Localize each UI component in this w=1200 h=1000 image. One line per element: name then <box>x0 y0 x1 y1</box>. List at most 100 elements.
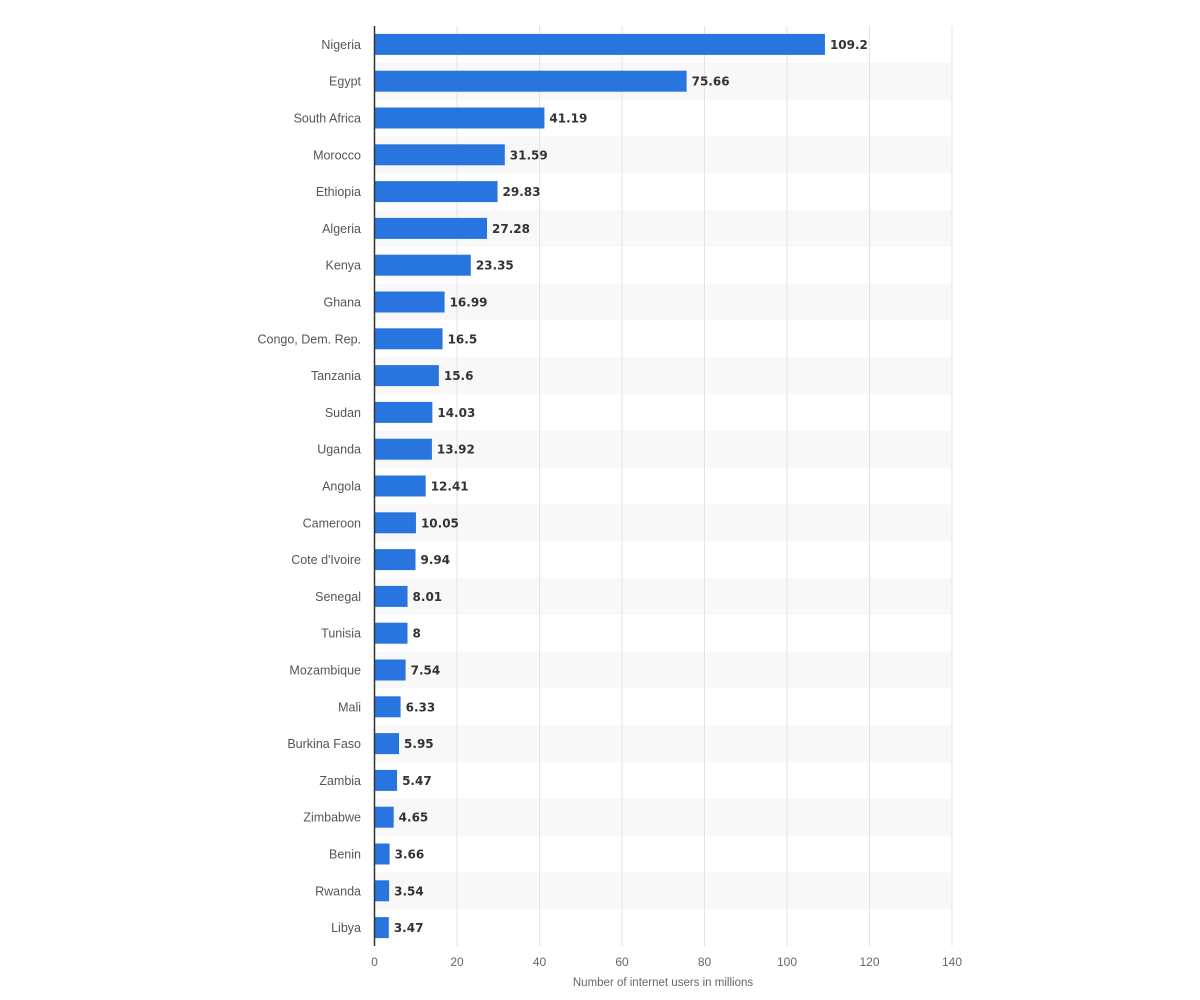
bar <box>374 291 445 313</box>
bar <box>374 181 498 203</box>
category-labels: Nigeria Egypt South Africa Morocco Ethiopia A… <box>257 38 361 935</box>
category-label: Ethiopia <box>316 185 361 199</box>
category-label: Benin <box>329 848 361 862</box>
value-label: 14.03 <box>437 406 475 420</box>
value-label: 8 <box>413 627 421 641</box>
category-label: Nigeria <box>321 38 361 52</box>
bar <box>374 843 390 865</box>
bar <box>374 107 545 129</box>
row-band <box>374 357 952 394</box>
bar <box>374 144 505 166</box>
bar <box>374 254 471 276</box>
bar <box>374 733 400 755</box>
row-bands <box>374 62 952 910</box>
value-label: 7.54 <box>411 664 441 678</box>
category-label: Cameroon <box>303 516 361 530</box>
row-band <box>374 651 952 689</box>
x-tick-label: 0 <box>371 955 378 969</box>
bar <box>374 696 401 718</box>
value-label: 15.6 <box>444 369 474 383</box>
bar <box>374 33 825 55</box>
value-label: 5.47 <box>402 774 432 788</box>
value-label: 12.41 <box>431 480 469 494</box>
x-axis-title: Number of internet users in millions <box>573 977 753 989</box>
category-label: Mali <box>338 700 361 714</box>
value-label: 3.54 <box>394 884 424 898</box>
row-band <box>374 283 952 321</box>
bar <box>374 769 398 791</box>
bar <box>374 917 389 939</box>
value-label: 3.47 <box>394 921 424 935</box>
x-tick-label: 80 <box>698 955 712 969</box>
row-band <box>374 430 952 468</box>
bar <box>374 622 408 644</box>
category-label: Ghana <box>323 296 361 310</box>
category-label: Algeria <box>322 222 361 236</box>
value-label: 29.83 <box>503 185 541 199</box>
bar <box>374 217 488 239</box>
category-label: South Africa <box>294 112 361 126</box>
value-label: 16.99 <box>450 296 488 310</box>
category-label: Egypt <box>329 75 361 89</box>
row-band <box>374 504 952 542</box>
category-label: Sudan <box>325 406 361 420</box>
x-tick-label: 60 <box>615 955 629 969</box>
bar <box>374 512 416 534</box>
category-label: Kenya <box>326 259 361 273</box>
bar <box>374 475 426 497</box>
bar <box>374 365 439 387</box>
bar <box>374 659 406 681</box>
value-label: 4.65 <box>399 811 429 825</box>
bar <box>374 438 432 460</box>
value-label: 16.5 <box>448 332 478 346</box>
category-label: Congo, Dem. Rep. <box>257 332 361 346</box>
category-label: Angola <box>322 480 361 494</box>
x-tick-label: 140 <box>942 955 962 969</box>
value-label: 27.28 <box>492 222 530 236</box>
category-label: Tanzania <box>311 369 361 383</box>
value-label: 5.95 <box>404 737 434 751</box>
category-label: Burkina Faso <box>287 737 361 751</box>
x-tick-label: 20 <box>450 955 464 969</box>
x-tick-label: 100 <box>777 955 797 969</box>
bar <box>374 806 394 828</box>
value-label: 109.2 <box>830 38 868 52</box>
x-tick-labels: 0 20 40 60 80 100 120 140 <box>371 955 962 969</box>
value-label: 3.66 <box>395 848 425 862</box>
category-label: Zimbabwe <box>303 811 361 825</box>
category-label: Senegal <box>315 590 361 604</box>
row-band <box>374 578 952 615</box>
row-band <box>374 872 952 910</box>
category-label: Morocco <box>313 148 361 162</box>
value-label: 9.94 <box>421 553 451 567</box>
x-tick-label: 40 <box>533 955 547 969</box>
value-label: 41.19 <box>549 112 587 126</box>
value-label: 23.35 <box>476 259 514 273</box>
bar <box>374 401 433 423</box>
category-label: Zambia <box>319 774 361 788</box>
row-band <box>374 725 952 762</box>
value-label: 13.92 <box>437 443 475 457</box>
value-label: 31.59 <box>510 148 548 162</box>
bar <box>374 880 390 902</box>
category-label: Mozambique <box>289 664 361 678</box>
category-label: Tunisia <box>321 627 361 641</box>
bar <box>374 328 443 350</box>
value-label: 75.66 <box>692 75 730 89</box>
value-label: 10.05 <box>421 516 459 530</box>
bar <box>374 585 408 607</box>
category-label: Uganda <box>317 443 361 457</box>
category-label: Rwanda <box>315 884 361 898</box>
x-tick-label: 120 <box>859 955 879 969</box>
value-label: 8.01 <box>413 590 443 604</box>
value-label: 6.33 <box>406 700 436 714</box>
category-label: Libya <box>331 921 361 935</box>
bars <box>374 33 825 939</box>
bar <box>374 70 687 92</box>
category-label: Cote d'Ivoire <box>291 553 361 567</box>
gridlines <box>456 26 953 946</box>
row-band <box>374 798 952 836</box>
value-labels: 109.2 75.66 41.19 31.59 29.83 27.28 23.35 16.99… <box>394 38 868 935</box>
bar <box>374 549 416 571</box>
